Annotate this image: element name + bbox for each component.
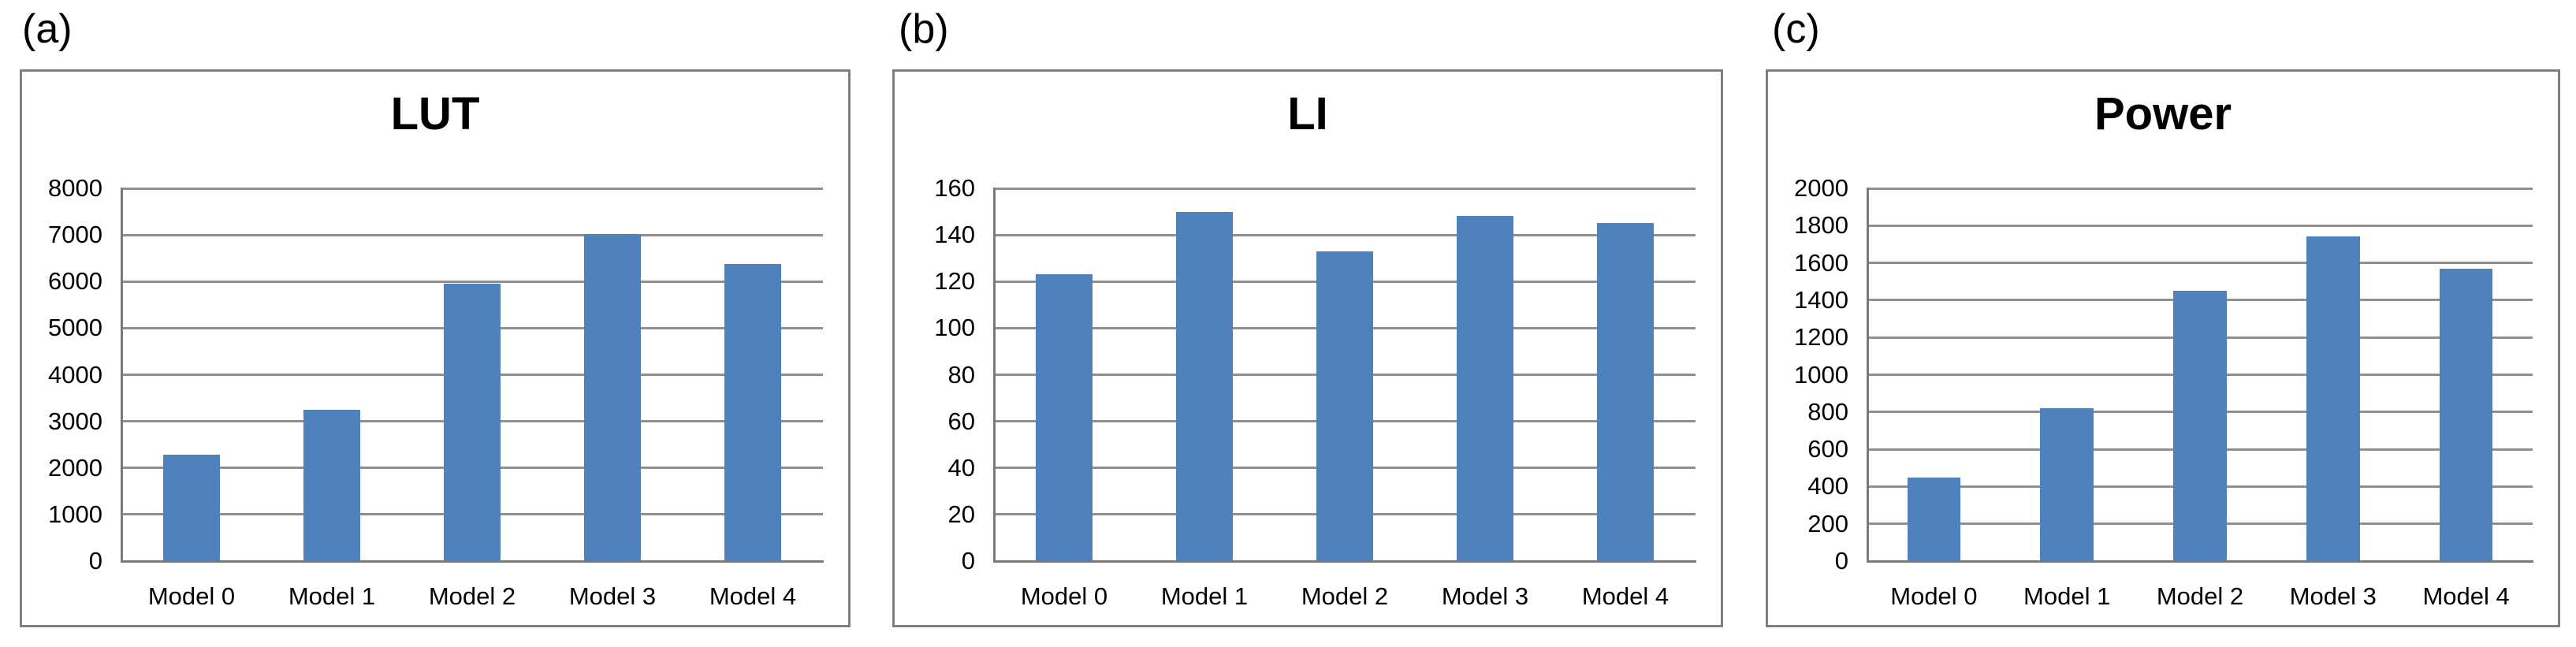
bar-model-2 [444,284,501,561]
y-tick-label: 1800 [1794,211,1848,240]
bar-model-1 [303,410,360,561]
x-category-label: Model 0 [1020,582,1108,610]
panel-label-b: (b) [899,6,949,52]
bar-model-0 [1907,477,1961,561]
x-category-label: Model 3 [1441,582,1529,610]
x-axis-line [121,560,824,563]
bar-model-3 [2306,236,2360,561]
y-tick-label: 200 [1807,509,1848,537]
bar-model-1 [2040,408,2094,561]
x-category-label: Model 2 [2156,582,2244,610]
gridline [1867,224,2533,227]
x-category-label: Model 3 [568,582,657,610]
y-tick-label: 100 [934,314,975,342]
chart-plot: 8000 7000 6000 5000 4000 3000 2000 1000 0 Model 0… [22,72,848,625]
x-category-label: Model 1 [2023,582,2111,610]
y-tick-label: 1400 [1794,285,1848,314]
y-tick-label: 0 [1834,547,1848,574]
chart-title: Power [2094,88,2232,139]
gridline [121,233,823,236]
y-tick-label: 2000 [48,453,102,482]
y-tick-label: 160 [934,174,975,202]
chart-title: LUT [390,88,480,139]
x-category-label: Model 4 [1581,582,1670,610]
y-axis-line [993,188,996,562]
y-tick-label: 0 [961,547,975,574]
chart-title: LI [1287,88,1328,139]
y-tick-label: 1000 [1794,360,1848,389]
y-axis-line [121,188,123,562]
chart-panel-li: LI 160 140 120 100 80 60 40 20 0 Model 0 Model 1 Mo… [892,69,1723,627]
y-tick-label: 600 [1807,435,1848,463]
bar-model-0 [1036,274,1093,561]
gridline [121,280,823,283]
x-category-label: Model 1 [1160,582,1249,610]
gridline [121,187,823,190]
y-tick-label: 80 [947,360,975,389]
chart-plot: 2000 1800 1600 1400 1200 1000 800 600 400 200 0 Mod… [1768,72,2558,625]
bar-model-2 [1316,251,1373,561]
bar-model-4 [2439,268,2493,561]
y-tick-label: 400 [1807,472,1848,500]
y-tick-label: 3000 [48,407,102,435]
gridline [1867,262,2533,265]
bar-model-2 [2173,291,2227,561]
bar-model-4 [1597,223,1654,561]
bar-model-3 [1457,216,1513,561]
y-axis-line [1867,188,1869,562]
chart-panel-power: Power 2000 1800 1600 1400 1200 1000 800 600 400 2… [1766,69,2560,627]
y-tick-label: 1200 [1794,323,1848,351]
x-category-label: Model 4 [709,582,797,610]
x-category-label: Model 1 [288,582,376,610]
y-tick-label: 140 [934,221,975,249]
chart-panel-lut: LUT 8000 7000 6000 5000 4000 3000 2000 1000 0 Mod… [20,69,851,627]
y-tick-label: 7000 [48,221,102,249]
x-category-label: Model 3 [2289,582,2377,610]
bar-model-1 [1176,211,1233,561]
x-axis-line [993,560,1696,563]
x-category-label: Model 4 [2422,582,2510,610]
bar-model-4 [724,264,781,561]
y-tick-label: 5000 [48,314,102,342]
y-tick-label: 800 [1807,397,1848,426]
x-category-label: Model 2 [428,582,516,610]
bar-model-0 [163,454,220,561]
x-category-label: Model 0 [147,582,236,610]
panel-label-c: (c) [1772,6,1820,52]
panel-label-a: (a) [22,6,73,52]
y-tick-label: 6000 [48,267,102,296]
y-tick-label: 8000 [48,174,102,202]
y-tick-label: 60 [947,407,975,435]
x-axis-line [1867,560,2533,563]
y-tick-label: 20 [947,500,975,528]
y-tick-label: 4000 [48,360,102,389]
y-tick-label: 2000 [1794,174,1848,202]
gridline [994,187,1696,190]
chart-plot: 160 140 120 100 80 60 40 20 0 Model 0 Model 1 Model… [895,72,1721,625]
y-tick-label: 120 [934,267,975,296]
y-tick-label: 1000 [48,500,102,528]
gridline [1867,187,2533,190]
x-category-label: Model 0 [1890,582,1978,610]
x-category-label: Model 2 [1301,582,1389,610]
y-tick-label: 1600 [1794,248,1848,277]
bar-model-3 [584,233,641,561]
gridline [994,233,1696,236]
y-tick-label: 0 [88,547,102,574]
y-tick-label: 40 [947,453,975,482]
